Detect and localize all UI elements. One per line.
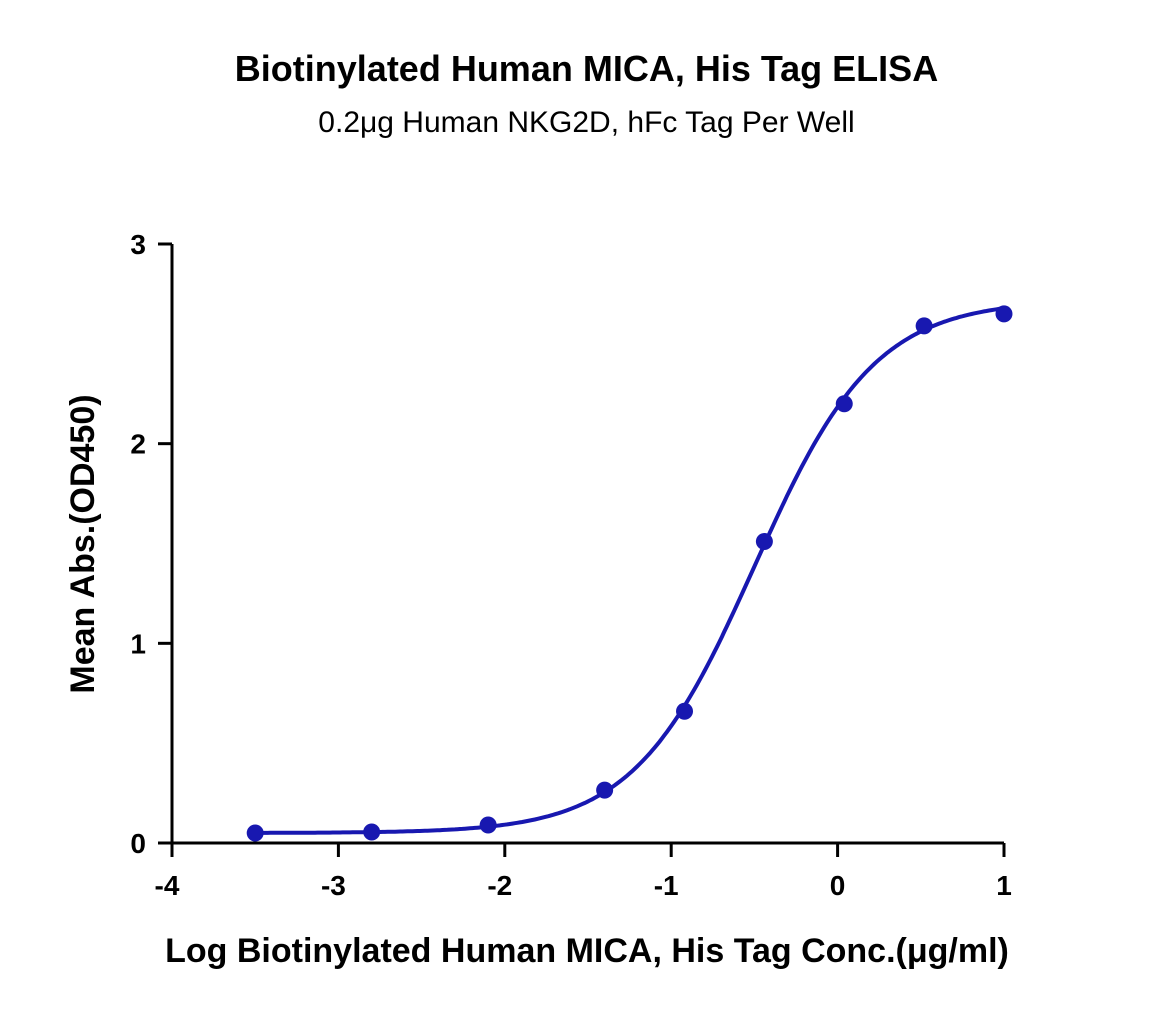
fit-curve	[255, 306, 1005, 835]
y-tick-label: 1	[130, 628, 146, 659]
x-tick-label: 1	[996, 870, 1012, 901]
data-point	[363, 823, 381, 841]
y-tick-label: 2	[130, 429, 146, 460]
data-point	[676, 702, 694, 720]
x-tick-label: 0	[830, 870, 846, 901]
y-tick-label: 3	[130, 229, 146, 260]
x-tick-label: -2	[487, 870, 512, 901]
data-point	[596, 781, 614, 799]
data-point	[246, 824, 264, 842]
x-tick-label: -3	[321, 870, 346, 901]
data-point	[995, 305, 1013, 323]
chart-subtitle: 0.2μg Human NKG2D, hFc Tag Per Well	[318, 106, 855, 139]
x-tick-label: -1	[654, 870, 679, 901]
chart-title: Biotinylated Human MICA, His Tag ELISA	[234, 48, 939, 89]
x-axis-label: Log Biotinylated Human MICA, His Tag Con…	[165, 932, 1009, 970]
y-tick-label: 0	[130, 828, 146, 859]
y-axis-label: Mean Abs.(OD450)	[64, 394, 102, 693]
data-point	[479, 816, 497, 834]
data-point	[835, 395, 853, 413]
data-point	[755, 533, 773, 551]
x-tick-label: -4	[155, 870, 180, 901]
data-point	[915, 317, 933, 335]
